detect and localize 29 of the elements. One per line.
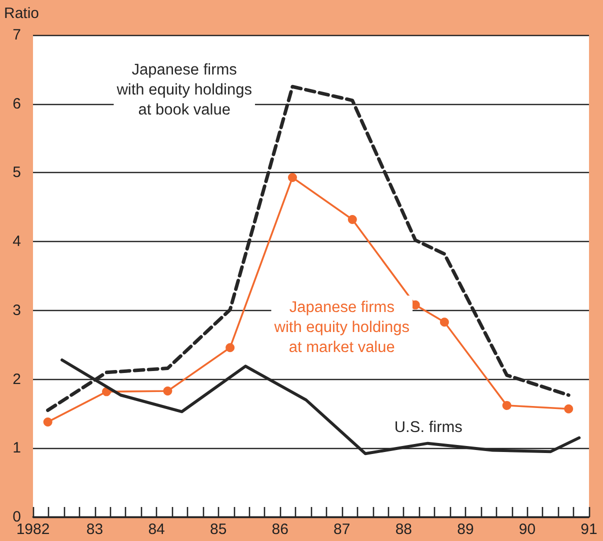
x-tick-label: 89 — [457, 521, 474, 538]
y-tick-label: 3 — [12, 302, 21, 319]
point — [43, 417, 52, 426]
x-tick-label: 88 — [395, 521, 412, 538]
x-tick-label: 83 — [86, 521, 104, 538]
point — [440, 318, 449, 327]
x-tick-label: 84 — [148, 521, 165, 538]
x-tick-label: 86 — [272, 521, 288, 538]
series-label: Japanese firms with equity holdings at market value — [273, 299, 410, 356]
y-axis-title: Ratio — [4, 5, 40, 22]
x-tick-label: 90 — [518, 521, 536, 538]
x-tick-label: 91 — [580, 521, 598, 538]
y-tick-label: 4 — [12, 233, 21, 250]
y-tick-label: 5 — [12, 164, 21, 182]
point — [163, 386, 172, 396]
x-tick-label: 85 — [210, 521, 227, 538]
series-label: U.S. firms — [394, 418, 463, 436]
x-tick-label: 1982 — [16, 521, 50, 538]
point — [226, 343, 235, 352]
y-tick-label: 1 — [12, 440, 21, 457]
series-label: Japanese firms with equity holdings at book value — [116, 62, 252, 119]
point — [502, 400, 512, 410]
y-tick-label: 2 — [12, 370, 21, 388]
y-tick-label: 6 — [12, 95, 21, 112]
y-tick-label: 7 — [12, 26, 21, 44]
point — [348, 215, 357, 224]
point — [288, 173, 297, 182]
x-tick-label: 87 — [334, 521, 350, 538]
point — [564, 404, 574, 414]
